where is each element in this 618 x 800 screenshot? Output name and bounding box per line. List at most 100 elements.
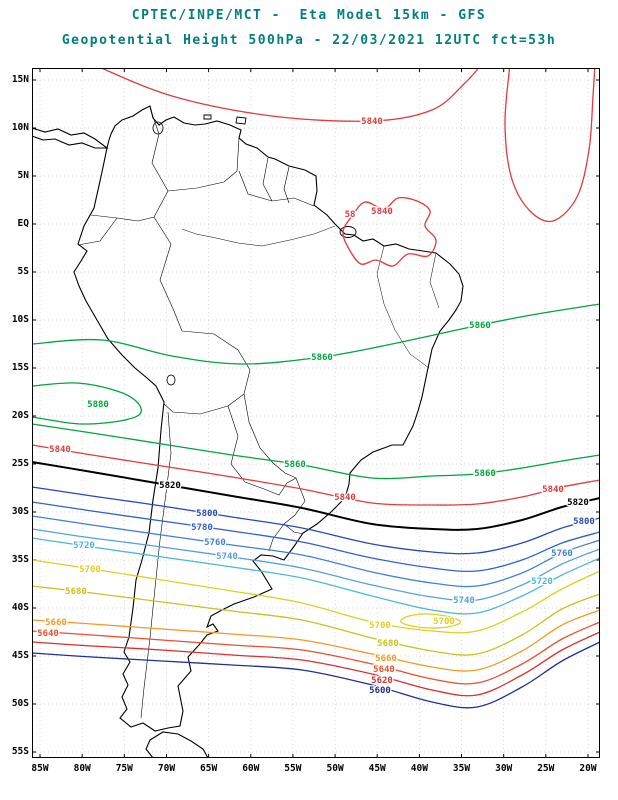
lon-label-80W: 80W <box>73 763 91 774</box>
lon-label-45W: 45W <box>368 763 386 774</box>
contour-label-5660: 5660 <box>375 654 397 664</box>
lon-label-40W: 40W <box>410 763 428 774</box>
lat-label-50S: 50S <box>11 698 29 709</box>
contour-label-5640: 5640 <box>373 665 395 675</box>
contour-5700 <box>32 559 600 634</box>
contour-label-5840: 5840 <box>371 207 393 217</box>
chart-title: CPTEC/INPE/MCT - Eta Model 15km - GFS Ge… <box>0 5 618 48</box>
contour-5760 <box>32 515 600 588</box>
contour-5860 <box>32 303 600 365</box>
contour-label-5780: 5780 <box>191 523 213 533</box>
contour-5840 <box>504 68 596 223</box>
contour-label-5800: 5800 <box>573 517 595 527</box>
contour-label-5880: 5880 <box>87 400 109 410</box>
contour-label-5840: 5840 <box>361 117 383 127</box>
lon-label-25W: 25W <box>537 763 555 774</box>
lat-label-15S: 15S <box>11 362 29 373</box>
contour-label-58: 58 <box>345 210 356 220</box>
contour-5800 <box>32 486 600 555</box>
contour-label-5700: 5700 <box>79 565 101 575</box>
contour-lines <box>32 68 600 709</box>
amazon-river <box>181 225 336 247</box>
contour-label-5760: 5760 <box>551 549 573 559</box>
contour-label-5840: 5840 <box>334 493 356 503</box>
map-frame <box>32 68 600 758</box>
contour-5860 <box>32 423 600 480</box>
grid-layer <box>32 68 600 758</box>
lon-label-70W: 70W <box>157 763 176 774</box>
contour-5840 <box>342 196 437 267</box>
contour-5680 <box>32 585 600 656</box>
contour-label-5720: 5720 <box>531 577 553 587</box>
contour-label-5860: 5860 <box>311 353 333 363</box>
contour-5600 <box>32 641 600 709</box>
lat-label-55S: 55S <box>11 746 29 757</box>
lat-label-EQ: EQ <box>17 218 29 229</box>
contour-label-5820: 5820 <box>159 481 181 491</box>
contour-label-5660: 5660 <box>45 618 67 628</box>
lon-label-60W: 60W <box>242 763 260 774</box>
contour-5740 <box>32 528 600 602</box>
contour-labels: 5840 58 5840 5860 5860 5880 5860 5860 5840 5840 58… <box>36 116 596 698</box>
lake-maracaibo <box>152 121 164 135</box>
lat-label-45S: 45S <box>11 650 29 661</box>
lat-label-10N: 10N <box>11 122 29 133</box>
lat-label-15N: 15N <box>11 74 29 85</box>
contour-label-5860: 5860 <box>474 469 496 479</box>
contour-label-5640: 5640 <box>37 629 59 639</box>
contour-5700 <box>400 613 462 629</box>
lon-label-55W: 55W <box>284 763 302 774</box>
contour-label-5680: 5680 <box>65 587 87 597</box>
contour-label-5700: 5700 <box>369 621 391 631</box>
island-marajo <box>339 226 357 238</box>
contour-5820 <box>32 461 600 531</box>
lake-titicaca <box>166 374 176 386</box>
contour-5620 <box>32 631 600 697</box>
contour-label-5740: 5740 <box>453 596 475 606</box>
coastline-south-america <box>73 105 464 732</box>
contour-label-5600: 5600 <box>369 686 391 696</box>
island-trinidad <box>203 114 247 125</box>
contour-5780 <box>32 501 600 573</box>
contour-label-5840: 5840 <box>49 445 71 455</box>
lat-label-35S: 35S <box>11 554 29 565</box>
contour-5640 <box>32 621 600 685</box>
south-america-map <box>32 105 464 758</box>
lon-label-30W: 30W <box>495 763 513 774</box>
title-line1: CPTEC/INPE/MCT - Eta Model 15km - GFS <box>131 8 487 23</box>
lat-label-25S: 25S <box>11 458 29 469</box>
lat-label-5S: 5S <box>17 266 29 277</box>
title-line2: Geopotential Height 500hPa - 22/03/2021 … <box>61 33 557 48</box>
lat-label-40S: 40S <box>11 602 29 613</box>
lon-label-85W: 85W <box>31 763 49 774</box>
contour-label-5700: 5700 <box>433 617 455 627</box>
map-canvas: 5840 58 5840 5860 5860 5880 5860 5860 5840 5840 58… <box>32 68 600 758</box>
coastline-tierra-del-fuego <box>145 731 209 758</box>
contour-5880 <box>32 382 142 425</box>
contour-5720 <box>32 537 600 615</box>
contour-5840 <box>99 68 480 122</box>
lon-label-50W: 50W <box>326 763 344 774</box>
lon-label-35W: 35W <box>452 763 471 774</box>
lon-label-20W: 20W <box>579 763 597 774</box>
contour-5660 <box>32 609 600 672</box>
lat-label-5N: 5N <box>17 170 29 181</box>
contour-label-5840: 5840 <box>542 485 564 495</box>
contour-label-5800: 5800 <box>196 509 218 519</box>
contour-label-5680: 5680 <box>377 639 399 649</box>
lat-label-10S: 10S <box>11 314 29 325</box>
coastline-panama <box>32 127 109 149</box>
contour-label-5720: 5720 <box>73 541 95 551</box>
contour-label-5620: 5620 <box>371 676 393 686</box>
contour-label-5760: 5760 <box>204 538 226 548</box>
contour-label-5860: 5860 <box>469 321 491 331</box>
lat-label-30S: 30S <box>11 506 29 517</box>
country-borders <box>77 107 315 719</box>
contour-label-5740: 5740 <box>216 552 238 562</box>
lon-label-75W: 75W <box>115 763 133 774</box>
lat-label-20S: 20S <box>11 410 29 421</box>
contour-5840 <box>32 444 600 506</box>
lon-label-65W: 65W <box>200 763 218 774</box>
contour-label-5860: 5860 <box>284 460 306 470</box>
